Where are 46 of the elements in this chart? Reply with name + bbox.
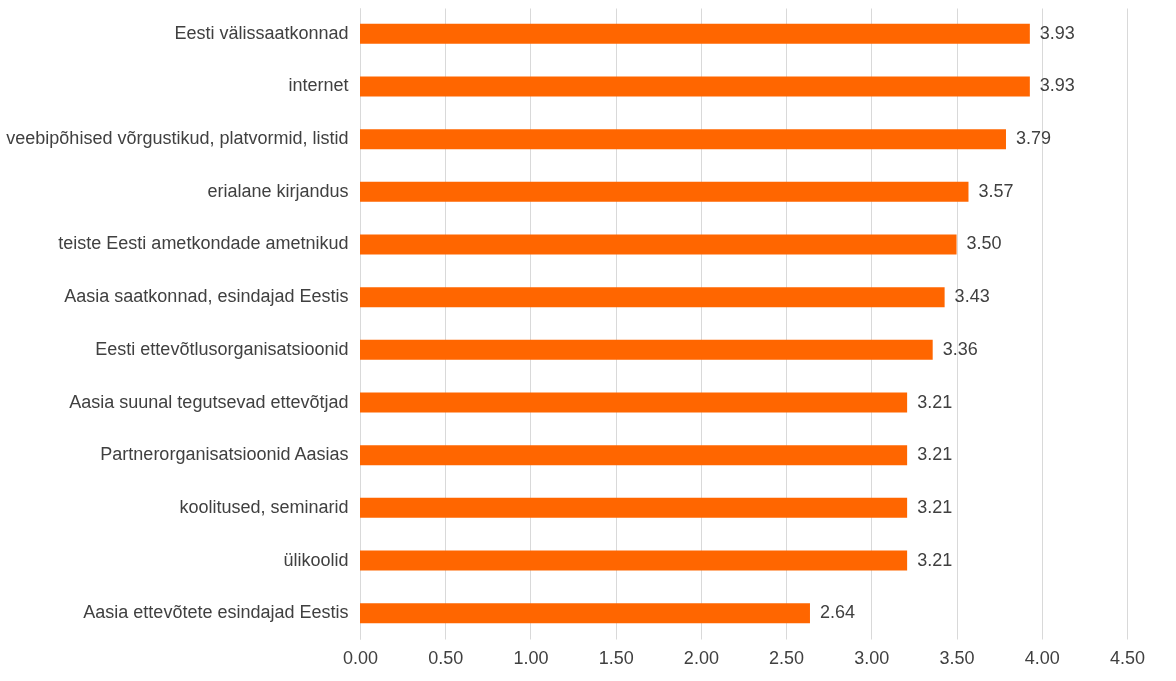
data-label: 3.21	[917, 444, 953, 465]
data-label: 3.93	[1039, 75, 1075, 96]
bar	[360, 129, 1006, 150]
x-tick-label: 2.50	[769, 647, 805, 668]
bar	[360, 234, 957, 255]
y-tick-label: Eesti välissaatkonnad	[174, 22, 349, 43]
x-tick-label: 1.50	[598, 647, 634, 668]
y-tick-label: Eesti ettevõtlusorganisatsioonid	[95, 338, 349, 359]
bar	[360, 181, 969, 202]
y-tick-label: Aasia saatkonnad, esindajad Eestis	[64, 286, 349, 307]
x-tick-label: 2.00	[683, 647, 719, 668]
y-tick-label: koolitused, seminarid	[179, 496, 349, 517]
y-tick-label: Partnerorganisatsioonid Aasias	[100, 444, 349, 465]
y-tick-label: ülikoolid	[283, 549, 349, 570]
x-tick-label: 4.00	[1024, 647, 1060, 668]
bar	[360, 392, 908, 413]
data-label: 3.79	[1015, 128, 1052, 149]
y-tick-label: erialane kirjandus	[207, 180, 349, 201]
bar	[360, 497, 908, 518]
bar	[360, 23, 1030, 44]
x-tick-label: 4.50	[1109, 647, 1146, 668]
bar	[360, 445, 908, 466]
data-label: 3.21	[917, 549, 953, 570]
bar	[360, 339, 933, 360]
y-tick-label: teiste Eesti ametkondade ametnikud	[58, 233, 349, 254]
data-label: 3.50	[966, 233, 1002, 254]
data-label: 3.57	[978, 180, 1014, 201]
y-tick-label: internet	[288, 75, 349, 96]
bar	[360, 287, 945, 308]
data-label: 3.93	[1039, 22, 1075, 43]
y-tick-label: Aasia suunal tegutsevad ettevõtjad	[69, 391, 349, 412]
y-tick-label: Aasia ettevõtete esindajad Eestis	[83, 602, 349, 623]
x-tick-label: 3.00	[854, 647, 890, 668]
bar	[360, 603, 810, 624]
bar	[360, 76, 1030, 97]
data-label: 3.43	[954, 286, 990, 307]
x-tick-label: 3.50	[939, 647, 975, 668]
y-tick-label: veebipõhised võrgustikud, platvormid, listid	[6, 128, 349, 149]
x-tick-label: 0.00	[342, 647, 379, 668]
x-tick-label: 1.00	[513, 647, 549, 668]
x-tick-label: 0.50	[428, 647, 464, 668]
data-label: 3.21	[917, 496, 953, 517]
data-label: 3.36	[942, 338, 978, 359]
data-label: 2.64	[819, 602, 856, 623]
data-label: 3.21	[917, 391, 953, 412]
bar	[360, 550, 908, 571]
